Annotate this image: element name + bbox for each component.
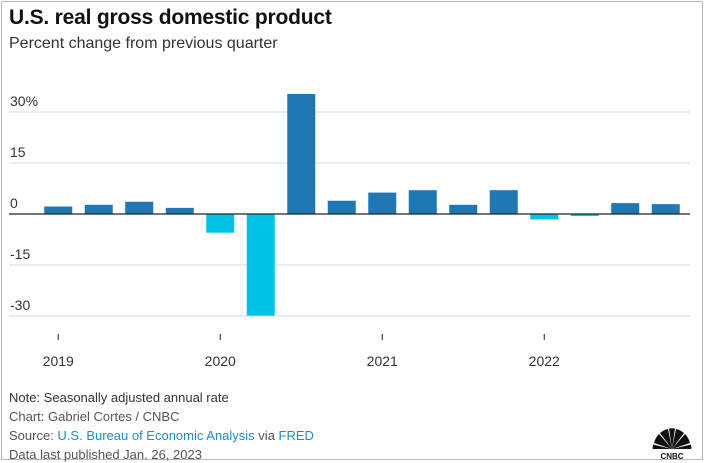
logo-text: CNBC	[660, 452, 683, 461]
bar-2019-q4	[165, 207, 194, 214]
bar-2020-q2	[246, 214, 275, 316]
x-tick-label: 2019	[43, 353, 74, 369]
bar-2019-q1	[44, 206, 73, 214]
y-tick-label: 0	[10, 195, 18, 211]
footer-note: Note: Seasonally adjusted annual rate	[9, 390, 229, 405]
bar-2022-q2	[570, 214, 599, 217]
bar-2019-q3	[125, 201, 154, 214]
bar-2022-q3	[611, 203, 640, 214]
bar-2022-q1	[530, 214, 559, 220]
footer-source: Source: U.S. Bureau of Economic Analysis…	[9, 428, 314, 443]
bar-2020-q3	[287, 93, 316, 214]
source-prefix: Source:	[9, 428, 58, 443]
x-tick-label: 2020	[205, 353, 236, 369]
bar-2021-q1	[368, 192, 397, 214]
nbc-peacock-icon: CNBC	[652, 428, 692, 461]
y-tick-label: 15	[10, 144, 26, 160]
y-tick-label: -15	[10, 246, 30, 262]
bar-2021-q3	[449, 204, 478, 214]
source-via: via	[254, 428, 279, 443]
source-bea-link[interactable]: U.S. Bureau of Economic Analysis	[57, 428, 255, 443]
footer-credit: Chart: Gabriel Cortes / CNBC	[9, 409, 180, 424]
axes: 30% 15 0 -15 -30 2019 2020 2021 2022	[9, 93, 690, 369]
x-tick-label: 2021	[367, 353, 398, 369]
bar-2020-q1	[206, 214, 235, 233]
bar-chart: 30% 15 0 -15 -30 2019 2020 2021 2022	[9, 93, 690, 369]
bar-2022-q4	[651, 204, 680, 214]
grid-lines	[9, 111, 690, 317]
source-fred-link[interactable]: FRED	[278, 428, 314, 443]
y-tick-label: -30	[10, 297, 30, 313]
bar-2019-q2	[84, 204, 113, 214]
chart-subtitle: Percent change from previous quarter	[9, 35, 278, 52]
footer-published: Data last published Jan. 26, 2023	[9, 447, 202, 462]
bar-2021-q2	[408, 190, 437, 214]
chart-title: U.S. real gross domestic product	[9, 6, 332, 29]
bars	[44, 93, 680, 316]
y-tick-label: 30%	[10, 93, 38, 109]
bar-2021-q4	[489, 190, 518, 214]
x-tick-label: 2022	[529, 353, 560, 369]
bar-2020-q4	[327, 200, 356, 214]
